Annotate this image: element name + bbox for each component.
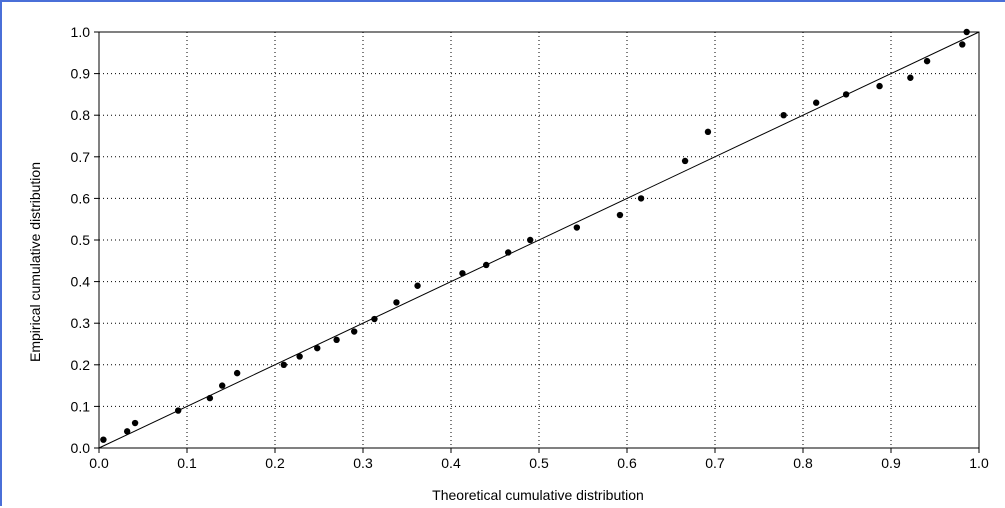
data-point xyxy=(333,336,340,344)
data-point xyxy=(459,270,466,277)
reference-line xyxy=(98,31,980,449)
y-tick-label: 0.6 xyxy=(71,190,91,206)
y-tick-label: 0.7 xyxy=(71,149,91,165)
data-point xyxy=(842,91,850,98)
y-tick-label: 1.0 xyxy=(71,24,91,40)
data-point xyxy=(681,157,689,165)
y-tick-label: 0.3 xyxy=(71,315,91,331)
x-tick-label: 0.2 xyxy=(265,455,285,471)
data-point xyxy=(876,82,883,90)
x-tick-label: 0.3 xyxy=(353,455,373,471)
x-tick-label: 0.0 xyxy=(89,455,109,471)
data-point xyxy=(233,369,241,377)
data-point xyxy=(100,436,107,443)
x-axis-label: Theoretical cumulative distribution xyxy=(432,487,644,503)
y-tick-label: 0.8 xyxy=(71,107,91,123)
data-point xyxy=(296,353,303,360)
x-tick-label: 0.7 xyxy=(705,455,725,471)
x-tick-label: 0.4 xyxy=(441,455,461,471)
x-axis-tick-labels: 0.0 0.1 0.2 0.3 0.4 0.5 0.6 0.7 0.8 0.9 1.0 xyxy=(89,455,989,471)
x-tick-label: 0.1 xyxy=(177,455,197,471)
plot-area xyxy=(94,31,980,453)
y-tick-label: 0.9 xyxy=(71,66,91,82)
data-point xyxy=(393,299,400,306)
data-point xyxy=(219,382,226,389)
y-axis-tick-labels: 0.0 0.1 0.2 0.3 0.4 0.5 0.6 0.7 0.8 0.9 1.0 xyxy=(71,24,91,456)
data-point xyxy=(963,28,970,36)
data-point xyxy=(573,224,581,231)
data-point xyxy=(907,74,914,81)
y-tick-label: 0.0 xyxy=(71,440,91,456)
data-point xyxy=(414,282,421,289)
data-point xyxy=(371,315,378,323)
data-point xyxy=(704,128,712,136)
data-point xyxy=(351,328,358,335)
y-tick-label: 0.5 xyxy=(71,232,91,248)
x-tick-label: 1.0 xyxy=(969,455,989,471)
data-point xyxy=(959,41,966,48)
data-points xyxy=(100,28,970,443)
data-point xyxy=(616,211,624,219)
data-point xyxy=(483,261,490,269)
data-point xyxy=(123,428,131,435)
data-point xyxy=(813,99,820,106)
data-point xyxy=(637,195,645,202)
data-point xyxy=(527,236,534,244)
data-point xyxy=(175,407,182,414)
y-tick-label: 0.2 xyxy=(71,357,91,373)
data-point xyxy=(780,112,787,119)
data-point xyxy=(505,249,512,256)
y-axis-label: Empirical cumulative distribution xyxy=(27,162,43,362)
x-tick-label: 0.5 xyxy=(529,455,549,471)
data-point xyxy=(923,57,931,65)
data-point xyxy=(314,344,321,352)
data-point xyxy=(280,361,287,368)
reference-line-group xyxy=(98,31,980,449)
x-tick-label: 0.6 xyxy=(617,455,637,471)
data-point xyxy=(131,419,139,427)
x-tick-label: 0.8 xyxy=(793,455,813,471)
x-tick-label: 0.9 xyxy=(881,455,901,471)
y-tick-label: 0.1 xyxy=(71,398,91,414)
y-tick-label: 0.4 xyxy=(71,274,91,290)
data-point xyxy=(206,394,214,402)
